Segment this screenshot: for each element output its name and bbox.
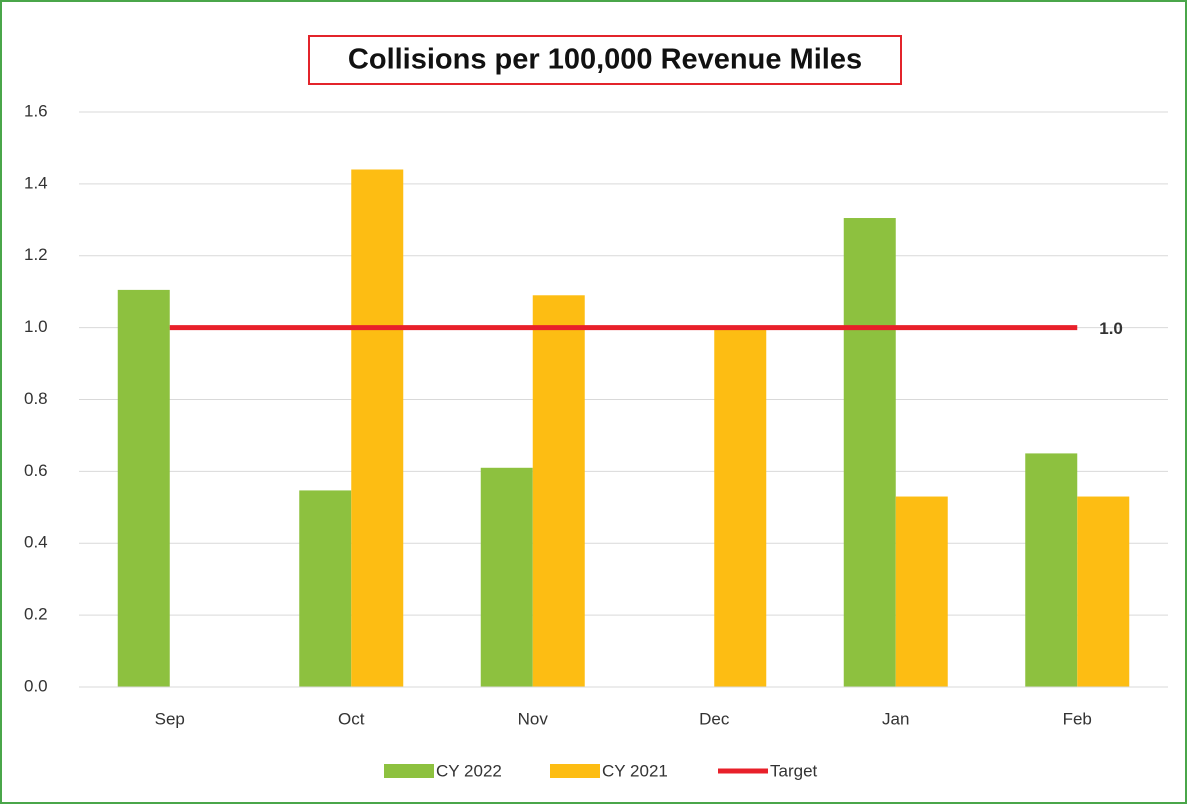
- legend-label: CY 2022: [436, 761, 502, 780]
- y-tick-label: 0.8: [24, 389, 48, 408]
- bar: [480, 467, 533, 687]
- y-tick-label: 0.2: [24, 605, 48, 624]
- x-tick-label: Oct: [338, 709, 365, 728]
- y-tick-label: 1.0: [24, 317, 48, 336]
- legend-label: CY 2021: [602, 761, 668, 780]
- x-tick-label: Jan: [882, 709, 909, 728]
- x-tick-label: Sep: [155, 709, 185, 728]
- chart-title: Collisions per 100,000 Revenue Miles: [348, 44, 862, 76]
- bar: [351, 169, 404, 687]
- y-tick-label: 0.4: [24, 533, 48, 552]
- y-tick-label: 0.6: [24, 461, 48, 480]
- y-tick-label: 0.0: [24, 676, 48, 695]
- y-tick-label: 1.6: [24, 101, 48, 120]
- bar: [532, 295, 585, 687]
- legend-swatch: [550, 764, 600, 778]
- x-tick-label: Dec: [699, 709, 730, 728]
- bar: [299, 490, 352, 687]
- bar: [843, 218, 896, 687]
- y-tick-label: 1.4: [24, 173, 48, 192]
- legend-swatch: [384, 764, 434, 778]
- x-tick-label: Nov: [518, 709, 549, 728]
- bar: [714, 327, 767, 687]
- data-label: 1.0: [1099, 319, 1123, 338]
- legend-label: Target: [770, 761, 818, 780]
- x-tick-label: Feb: [1063, 709, 1092, 728]
- bar: [1077, 496, 1130, 687]
- bar: [117, 289, 170, 687]
- title-box: [308, 35, 902, 85]
- bar: [1025, 453, 1078, 687]
- y-tick-label: 1.2: [24, 245, 48, 264]
- bar: [895, 496, 948, 687]
